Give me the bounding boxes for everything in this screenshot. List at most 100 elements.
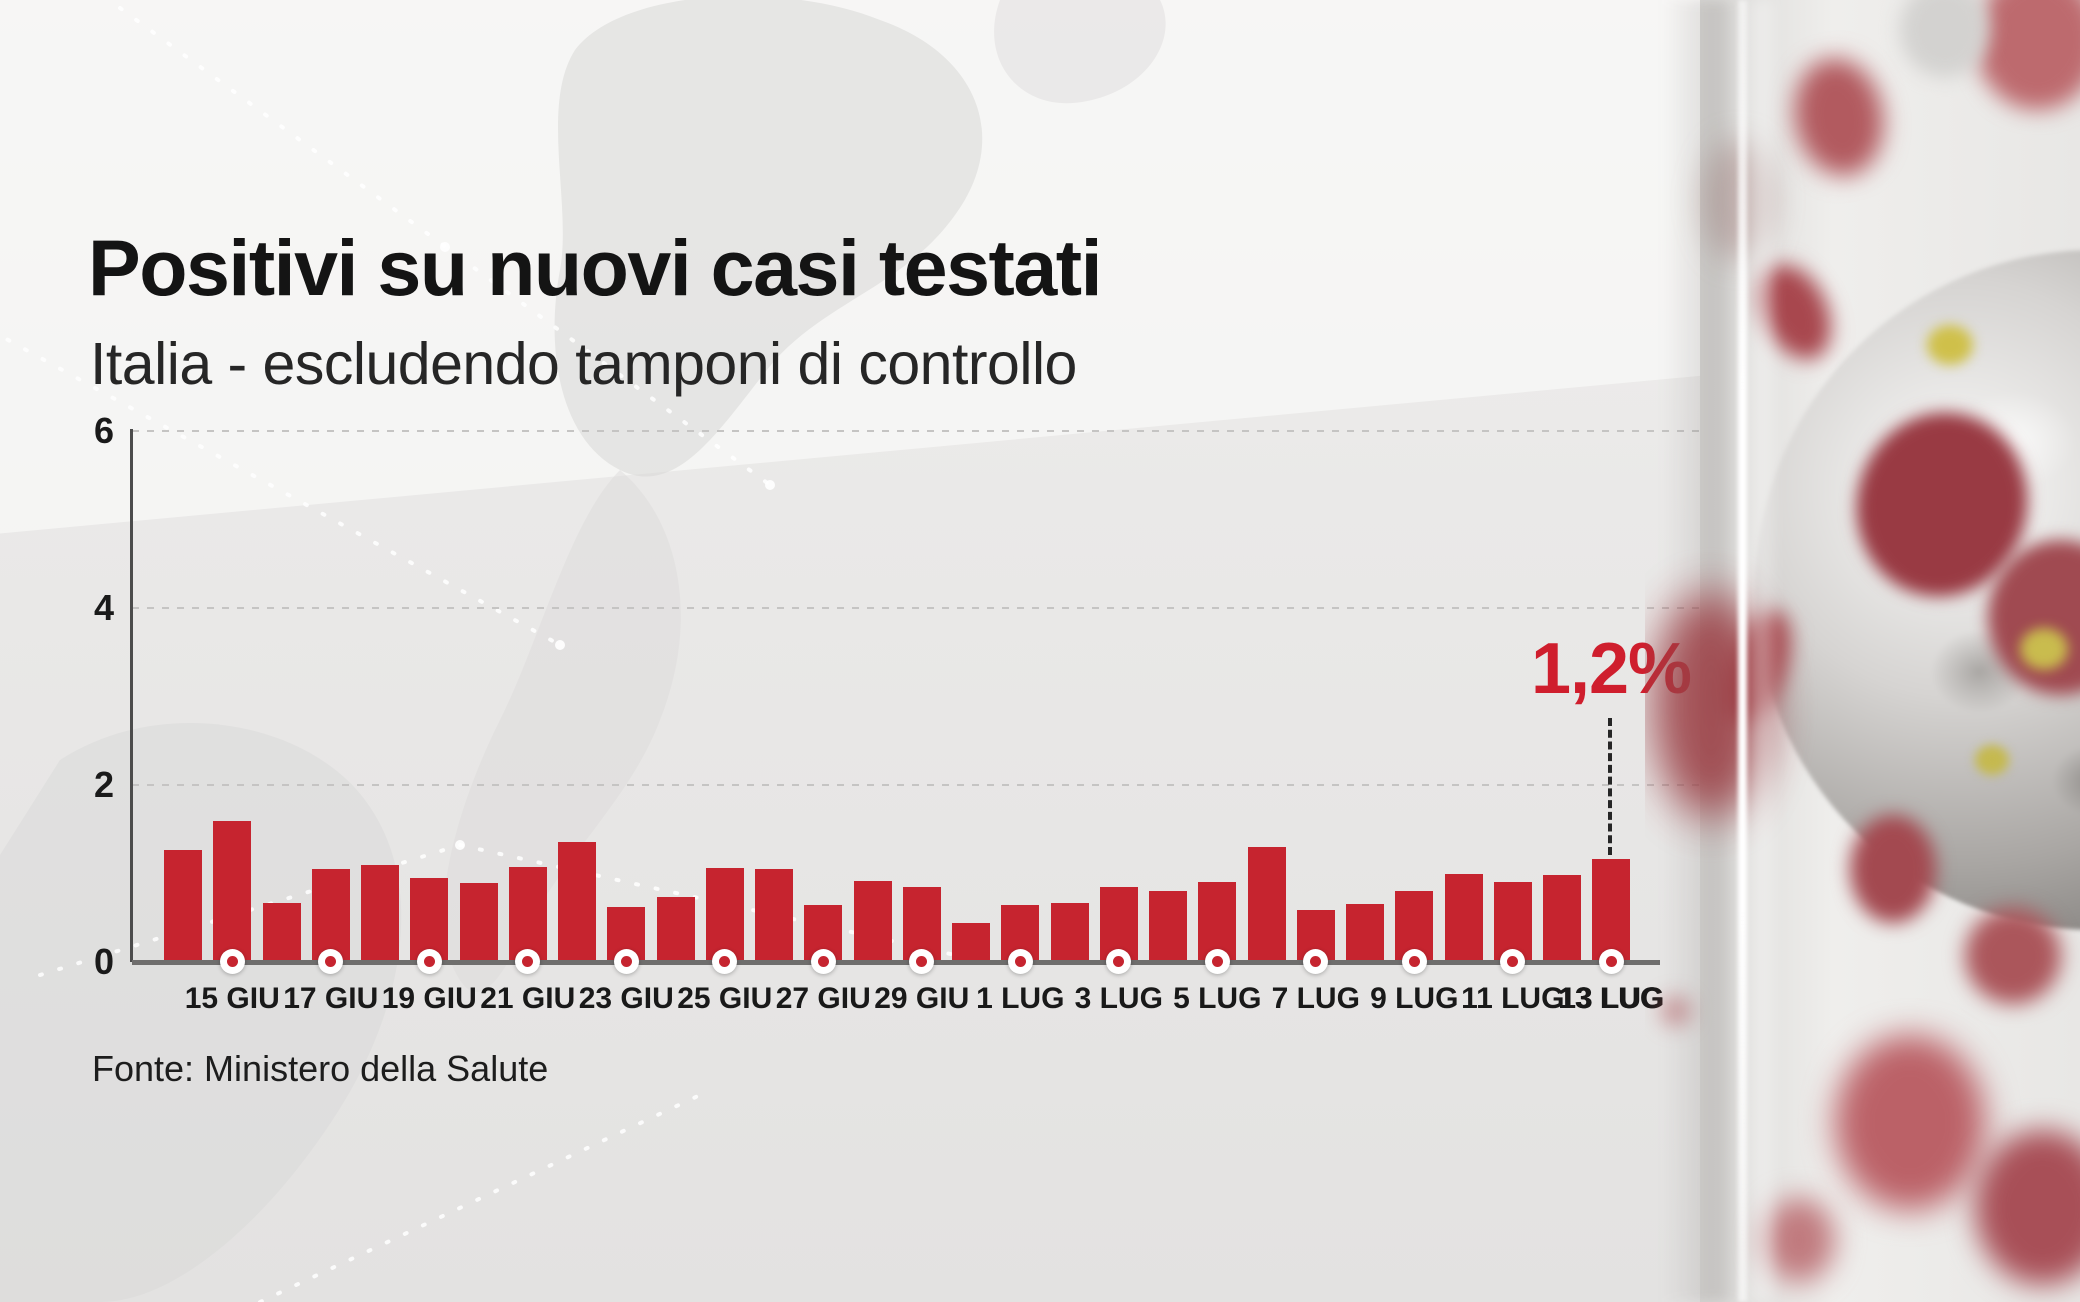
date-marker	[1500, 949, 1526, 974]
virus-spike	[1975, 1130, 2080, 1285]
date-marker-dot	[226, 956, 238, 967]
x-tick-label: 5 LUG	[1173, 982, 1262, 1015]
map-continent-shape	[0, 722, 402, 1302]
bar	[853, 881, 892, 962]
date-marker	[1401, 949, 1427, 974]
date-marker-dot	[1507, 956, 1519, 967]
date-marker	[1598, 949, 1624, 974]
bar	[952, 923, 990, 962]
x-axis-baseline	[132, 960, 1660, 965]
y-tick-label: 2	[93, 764, 114, 805]
bar	[164, 849, 202, 962]
date-marker-dot	[1211, 956, 1223, 967]
date-marker-dot	[817, 956, 829, 967]
x-tick-label: 25 GIU	[677, 982, 773, 1015]
date-marker-dot	[1014, 956, 1026, 967]
y-tick-label: 0	[93, 941, 114, 982]
map-continent-shape	[443, 470, 681, 993]
date-marker	[219, 949, 245, 974]
date-marker-dot	[916, 956, 928, 967]
virus-spike	[1835, 1035, 1985, 1210]
page-title: Positivi su nuovi casi testati	[88, 223, 1103, 312]
bar	[1346, 904, 1384, 962]
date-marker	[416, 949, 442, 974]
map-continent-shape	[554, 0, 983, 477]
date-marker-dot	[1408, 956, 1420, 967]
virus-yellow-protein	[2020, 628, 2068, 670]
gridline	[132, 784, 1700, 786]
bar	[311, 869, 350, 962]
x-tick-label: 27 GIU	[775, 982, 871, 1015]
date-marker	[1007, 949, 1033, 974]
bar	[558, 841, 596, 962]
virus-particle	[1900, 0, 1990, 77]
x-tick-label: 15 GIU	[184, 982, 280, 1015]
date-marker	[712, 949, 738, 974]
virus-spike	[1763, 1198, 1835, 1282]
date-marker-dot	[1113, 956, 1125, 967]
x-tick-label: 23 GIU	[578, 982, 674, 1015]
date-marker	[1303, 949, 1329, 974]
x-tick-label: 19 GIU	[381, 982, 477, 1015]
annotation-dashed-line	[1608, 718, 1612, 855]
virus-yellow-protein	[1927, 325, 1973, 365]
bar	[1247, 846, 1286, 962]
date-marker	[613, 949, 639, 974]
light-streak	[1738, 0, 1747, 1302]
bar	[1198, 882, 1237, 962]
y-tick-label: 4	[93, 587, 114, 628]
bar	[459, 883, 498, 962]
bar	[1592, 859, 1631, 962]
date-marker	[1204, 949, 1230, 974]
date-marker	[810, 949, 836, 974]
bar	[213, 821, 252, 962]
y-tick-label: 6	[93, 410, 114, 451]
bar	[755, 869, 793, 962]
date-marker-dot	[620, 956, 632, 967]
connection-nodes	[440, 242, 775, 850]
x-tick-label: 11 LUG	[1461, 982, 1565, 1015]
gridline	[132, 607, 1700, 609]
y-axis-line	[130, 429, 133, 962]
x-tick-label: 9 LUG	[1370, 982, 1459, 1015]
virus-bokeh-dot	[1660, 995, 1692, 1027]
bar	[361, 864, 399, 962]
x-tick-label: 13 LUG	[1558, 982, 1664, 1015]
virus-bokeh-blob	[1652, 592, 1770, 818]
x-tick-label: 3 LUG	[1074, 982, 1163, 1015]
date-marker	[909, 949, 935, 974]
bar	[508, 867, 547, 962]
map-continent-shape	[994, 0, 1166, 104]
bar	[1444, 874, 1483, 962]
date-marker	[515, 949, 541, 974]
date-marker-dot	[325, 956, 337, 967]
date-marker	[1106, 949, 1132, 974]
date-marker-dot	[522, 956, 534, 967]
bar	[656, 896, 695, 962]
date-marker-dot	[1310, 956, 1322, 967]
virus-yellow-protein	[1975, 745, 2009, 775]
virus-spike	[1965, 908, 2061, 1004]
bar	[1050, 902, 1089, 962]
x-tick-label: 17 GIU	[283, 982, 379, 1015]
date-marker	[318, 949, 344, 974]
coronavirus-image	[1645, 0, 2080, 1302]
bar	[410, 877, 449, 962]
x-tick-label: 7 LUG	[1271, 982, 1360, 1015]
date-marker-dot	[1605, 956, 1617, 967]
bar	[1493, 882, 1532, 962]
bar	[262, 902, 301, 962]
x-tick-label: 21 GIU	[480, 982, 576, 1015]
date-marker-dot	[719, 956, 731, 967]
page-subtitle: Italia - escludendo tamponi di controllo	[90, 331, 1077, 397]
x-tick-label: 29 GIU	[874, 982, 970, 1015]
light-streak-soft	[1751, 0, 1773, 1302]
source-credit: Fonte: Ministero della Salute	[92, 1048, 549, 1089]
gridline	[132, 430, 1700, 432]
virus-spike	[1850, 815, 1936, 923]
bar	[1149, 891, 1187, 962]
date-marker-dot	[423, 956, 435, 967]
